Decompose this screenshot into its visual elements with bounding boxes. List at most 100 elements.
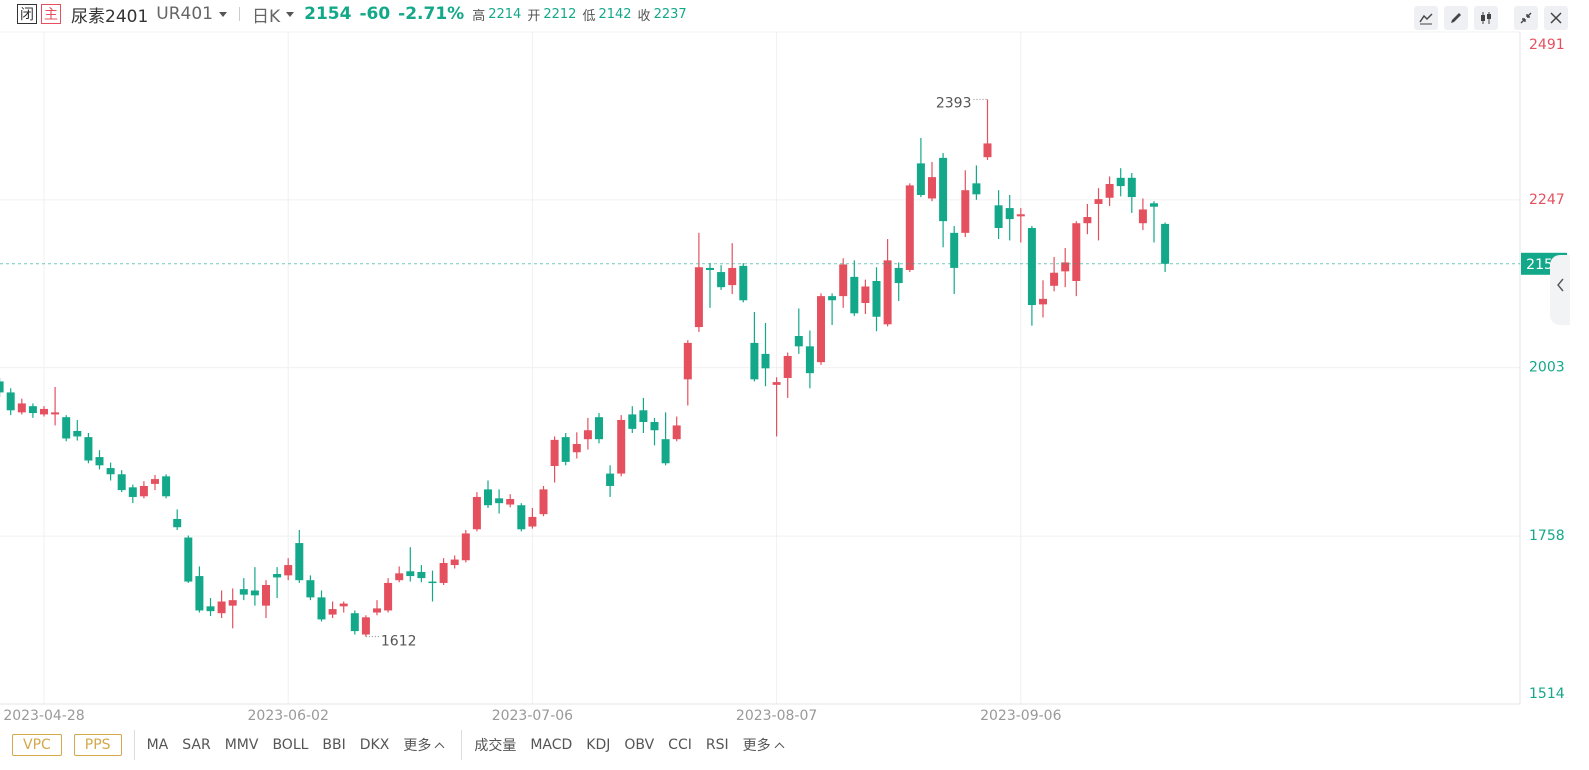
candle-body [606,473,615,486]
x-tick-label: 2023-04-28 [3,708,84,724]
more-button[interactable]: 更多 [742,738,771,754]
subchart-indicator[interactable]: OBV [624,737,655,753]
overlay-indicator[interactable]: SAR [182,737,211,753]
candle-body [595,417,603,440]
candle-body [262,585,270,606]
candle-body [661,439,670,464]
candle-body [317,597,326,620]
low-label: 1612 [381,634,417,650]
overlay-indicator[interactable]: BOLL [272,737,309,753]
tool-draw[interactable] [1444,6,1468,30]
candle-body [794,336,803,347]
period[interactable]: 日K [251,6,281,27]
tool-shrink[interactable] [1514,6,1538,30]
change-pct: -2.71% [398,4,465,24]
dropdown-caret[interactable] [286,11,295,17]
candle-body [861,286,870,304]
overlay-indicator[interactable]: DKX [359,737,390,753]
candle-body [95,457,104,466]
divider [133,730,135,760]
candle-body [1039,298,1047,305]
candle-body [572,444,581,453]
candle-body [894,267,903,284]
candle-body [250,590,259,596]
candle-body [694,267,703,328]
y-tick-label: 1758 [1529,528,1565,544]
y-tick-label: 2491 [1529,37,1565,53]
candle-body [384,582,393,611]
side-tab[interactable] [1550,255,1570,325]
close-button[interactable]: 闭 [17,4,37,24]
overlay-indicator[interactable]: MA [146,737,169,753]
candle-body [683,342,692,380]
symbol-code[interactable]: UR401 [156,4,213,24]
high-label: 高 [472,8,486,24]
tool-line[interactable] [1414,6,1438,30]
candle-body [883,260,892,325]
prev-close-label: 收 [637,8,651,24]
icon [1520,12,1532,24]
subchart-indicator[interactable]: MACD [530,737,573,753]
candle-body [361,617,370,635]
candle-body [1016,214,1025,217]
overlay-indicator[interactable]: BBI [322,737,346,753]
subchart-indicator[interactable]: KDJ [586,737,611,753]
candle-body [73,430,82,437]
dropdown-caret[interactable] [218,11,227,17]
candle-body [6,392,15,411]
candle-body [162,476,171,497]
candle-body [284,565,293,576]
candle-body [373,608,381,613]
overlay-indicator[interactable]: MMV [224,737,259,753]
divider [238,7,240,21]
candle-body [128,487,137,497]
symbol-name: 尿素2401 [71,6,149,27]
candle-body [1005,208,1014,220]
subchart-indicator[interactable]: CCI [668,737,692,753]
candle-body [439,562,448,583]
candle-body [1061,262,1070,272]
candle-body [1083,217,1092,224]
open-label: 开 [527,8,541,24]
candle-body [1094,199,1103,204]
high-value: 2214 [488,6,522,22]
candle-body [395,573,404,581]
header: 闭 主 尿素2401 UR401 日K 2154 -60 -2.71% 高 22… [17,0,693,28]
x-tick-label: 2023-08-07 [736,708,817,724]
main-tag[interactable]: 主 [41,4,61,24]
high-label: 2393 [936,95,972,111]
candle-body [195,576,204,611]
candle-body [850,276,859,314]
candle-body [650,421,659,431]
candle-body [28,406,37,414]
y-tick-label: 2247 [1529,192,1565,208]
candle-body [728,267,737,286]
tool-close[interactable] [1544,6,1568,30]
candle-body [950,232,959,268]
candle-body [561,437,570,462]
low-value: 2142 [598,6,632,22]
candle-body [217,601,226,614]
candle-body [617,419,626,474]
candle-body [1072,223,1081,281]
candle-body [206,606,215,612]
candle-body [17,403,26,413]
candle-body [772,382,781,385]
candle-body [928,177,936,199]
candle-body [1050,272,1059,286]
candle-body [106,468,115,475]
tool-candle[interactable] [1474,6,1498,30]
subchart-indicator[interactable]: 成交量 [474,738,517,754]
candle-body [1027,228,1036,306]
subchart-indicator[interactable]: RSI [705,737,729,753]
candle-body [295,543,304,581]
candle-body [750,342,759,380]
main-indicator[interactable]: PPS [73,734,122,756]
more-caret[interactable] [434,742,445,752]
more-button[interactable]: 更多 [403,738,432,754]
candle-body [273,574,282,578]
main-indicator[interactable]: VPC [12,734,62,756]
more-caret[interactable] [774,742,785,752]
prev-close-value: 2237 [653,6,687,22]
